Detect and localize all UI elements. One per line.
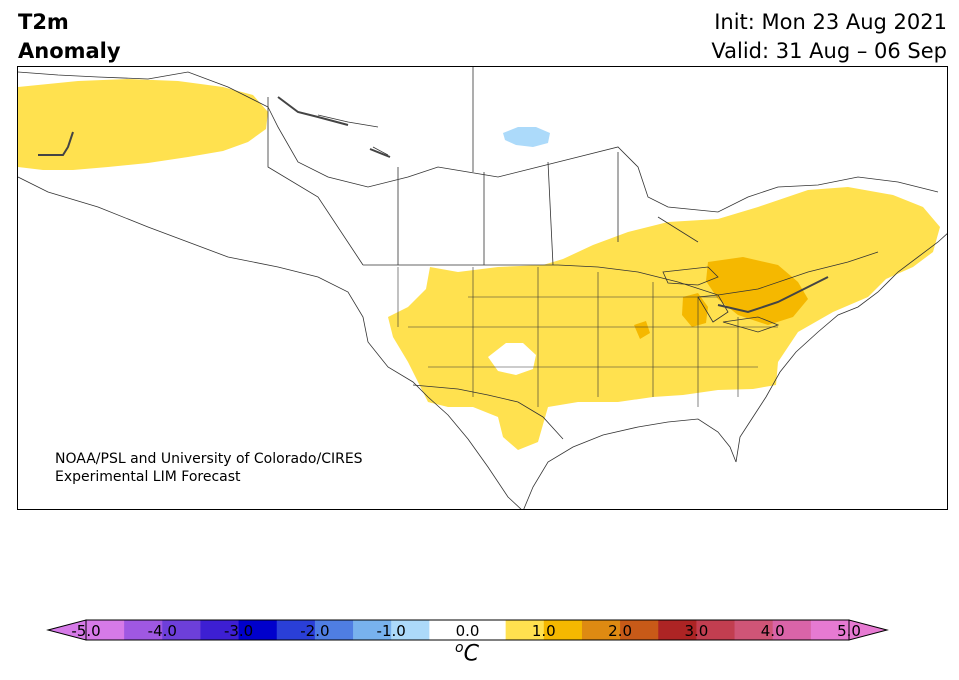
colorbar-segment bbox=[658, 620, 697, 640]
alaska-warm-anomaly bbox=[18, 79, 268, 170]
lake-michigan-strong-anomaly bbox=[634, 321, 650, 339]
colorbar-tick-label: -5.0 bbox=[71, 622, 101, 640]
us-mexico-border bbox=[412, 384, 564, 440]
alaska-canada-border bbox=[267, 97, 364, 266]
colorbar-segment bbox=[353, 620, 392, 640]
hudson-bay-cool-anomaly bbox=[503, 127, 550, 147]
colorbar-segment bbox=[276, 620, 316, 640]
colorbar-segment bbox=[238, 620, 278, 640]
us-east-canada-warm-anomaly bbox=[388, 187, 940, 450]
colorbar-segment bbox=[581, 620, 621, 640]
colorbar-segment bbox=[162, 620, 201, 640]
colorbar-segment bbox=[734, 620, 774, 640]
colorbar-tick-label: -3.0 bbox=[223, 622, 254, 640]
state-borders bbox=[397, 267, 778, 407]
colorbar-tick-label: -2.0 bbox=[300, 622, 330, 640]
colorbar-segment bbox=[200, 620, 240, 640]
colorbar-tick-label: 3.0 bbox=[684, 622, 709, 640]
colorbar-segment bbox=[429, 620, 468, 640]
title-line-2: Anomaly bbox=[18, 39, 121, 63]
credit-line-2: Experimental LIM Forecast bbox=[55, 469, 241, 485]
map-panel bbox=[17, 66, 948, 510]
pacific-coast bbox=[18, 176, 522, 509]
colorbar-segments bbox=[86, 620, 850, 640]
lakes bbox=[317, 114, 780, 333]
colorbar-segment bbox=[86, 620, 125, 640]
colorbar-segment bbox=[620, 620, 659, 640]
atlantic-coast bbox=[735, 233, 947, 463]
anomaly-map bbox=[18, 67, 947, 509]
unit-degree: o bbox=[455, 640, 464, 656]
colorbar-tick-label: 4.0 bbox=[760, 622, 785, 640]
colorbar bbox=[46, 619, 889, 641]
colorbar-segment bbox=[505, 620, 545, 640]
province-borders bbox=[397, 67, 699, 266]
colorbar-segment bbox=[696, 620, 736, 640]
colorbar-tick-label: 5.0 bbox=[837, 622, 861, 640]
colorbar-tick-label: 1.0 bbox=[531, 622, 556, 640]
michigan-strong-anomaly bbox=[682, 293, 708, 327]
colorbar-segment bbox=[810, 620, 850, 640]
title-line-1: T2m bbox=[18, 10, 69, 34]
valid-date: Valid: 31 Aug – 06 Sep bbox=[711, 39, 947, 63]
forecast-dates: Init: Mon 23 Aug 2021 Valid: 31 Aug – 06… bbox=[711, 8, 947, 66]
colorbar-segment bbox=[124, 620, 163, 640]
credit-line-1: NOAA/PSL and University of Colorado/CIRE… bbox=[55, 451, 363, 467]
init-date: Init: Mon 23 Aug 2021 bbox=[714, 10, 947, 34]
us-canada-border bbox=[363, 251, 879, 296]
credit-text: NOAA/PSL and University of Colorado/CIRE… bbox=[55, 450, 363, 486]
map-title: T2m Anomaly bbox=[18, 8, 121, 66]
anomaly-shading bbox=[18, 79, 940, 450]
rivers bbox=[38, 96, 829, 314]
colorbar-tick-label: -4.0 bbox=[147, 622, 177, 640]
gulf-coast bbox=[523, 418, 737, 509]
unit-celsius: C bbox=[463, 641, 479, 667]
colorbar-tick-label: -1.0 bbox=[376, 622, 406, 640]
colorbar-segment bbox=[543, 620, 583, 640]
colorbar-segment bbox=[467, 620, 507, 640]
colorbar-tick-label: 0.0 bbox=[455, 622, 480, 640]
colorbar-segment bbox=[314, 620, 354, 640]
map-outlines bbox=[18, 67, 947, 509]
colorbar-segment bbox=[772, 620, 812, 640]
colorbar-unit: oC bbox=[455, 640, 479, 666]
colorbar-frame bbox=[85, 619, 850, 641]
colorbar-tick-label: 2.0 bbox=[608, 622, 633, 640]
north-coast bbox=[18, 71, 939, 213]
colorbar-segment bbox=[391, 620, 430, 640]
